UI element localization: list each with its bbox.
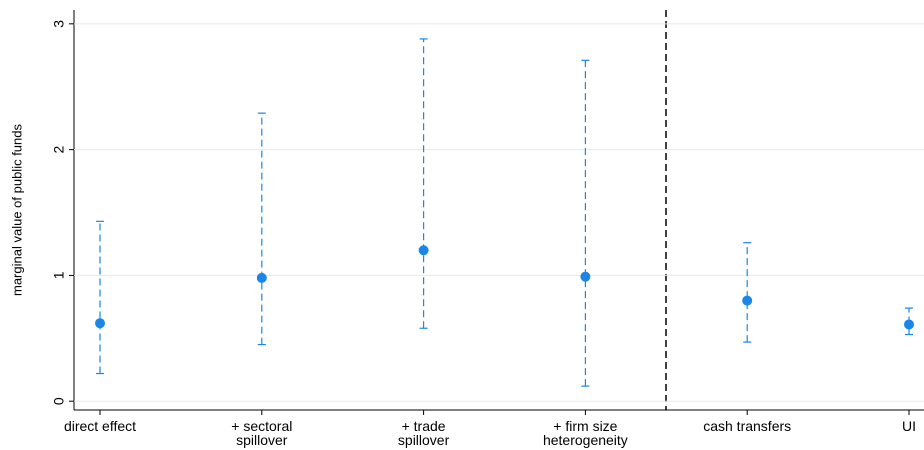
x-tick-label-line: direct effect: [64, 418, 136, 434]
point: [580, 271, 591, 282]
y-axis-label: marginal value of public funds: [9, 124, 24, 296]
x-tick-label-line: UI: [902, 418, 916, 434]
x-tick-label-line: spillover: [236, 432, 288, 448]
x-tick-label: + sectoral spillover: [231, 418, 292, 448]
point: [742, 295, 753, 306]
x-tick-label-line: heterogeneity: [543, 432, 628, 448]
y-tick-label: 1: [51, 271, 67, 279]
point: [95, 318, 105, 329]
x-tick-label-line: + firm size: [553, 418, 617, 434]
x-tick-label: + firm size heterogeneity: [543, 418, 628, 448]
y-tick-label: 3: [51, 20, 67, 28]
x-tick-label: + trade spillover: [398, 418, 450, 448]
x-tick-label: cash transfers: [703, 418, 791, 434]
y-tick-label: 2: [51, 146, 67, 154]
x-tick-label-line: spillover: [398, 432, 450, 448]
x-tick-label-line: cash transfers: [703, 418, 791, 434]
x-tick-label-line: + sectoral: [231, 418, 292, 434]
point: [418, 245, 429, 256]
point: [904, 319, 914, 330]
y-tick-label: 0: [51, 397, 67, 405]
x-tick-label: direct effect: [64, 418, 136, 434]
point: [256, 272, 267, 283]
x-tick-label-line: + trade: [402, 418, 446, 434]
x-tick-label: UI: [902, 418, 916, 434]
